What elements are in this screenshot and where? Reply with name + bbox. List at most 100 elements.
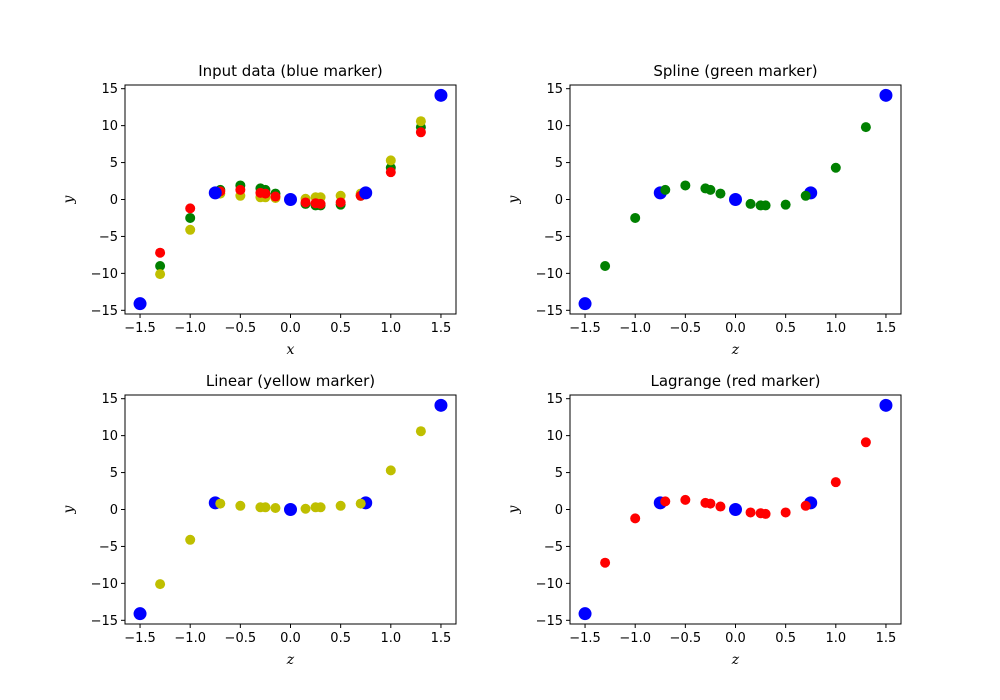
x-axis-label: z — [731, 652, 740, 668]
x-tick-label: −1.5 — [124, 321, 156, 336]
x-tick-label: 0.0 — [280, 631, 301, 646]
subplot-2: −1.5 −1.0 −0.5 0.0 0.5 1.0 1.5 −15 −10 −5 0 5 10 15 Sp… — [506, 62, 902, 358]
y-tick-label: 15 — [101, 392, 118, 407]
data-point — [260, 188, 271, 199]
x-tick-label: −0.5 — [225, 321, 257, 336]
x-tick-label: 1.5 — [431, 631, 452, 646]
y-tick-label: 0 — [110, 193, 118, 208]
data-point — [235, 184, 246, 195]
chart-title: Lagrange (red marker) — [650, 372, 820, 390]
data-point — [800, 500, 811, 511]
data-point — [879, 88, 893, 102]
x-tick-label: 1.0 — [380, 631, 401, 646]
x-tick-label: 1.0 — [825, 631, 846, 646]
x-tick-label: 1.5 — [431, 321, 452, 336]
data-point — [729, 193, 742, 206]
subplot-3: −1.5 −1.0 −0.5 0.0 0.5 1.0 1.5 −15 −10 −5 0 5 10 15 Li… — [61, 372, 457, 668]
data-point — [680, 494, 691, 505]
data-point — [385, 167, 396, 178]
data-point — [185, 212, 196, 223]
data-point — [745, 198, 756, 209]
data-point — [660, 496, 671, 507]
x-tick-label: −1.5 — [569, 321, 601, 336]
data-point — [830, 477, 841, 488]
x-axis-label: z — [731, 342, 740, 358]
y-axis-label: y — [506, 194, 522, 204]
x-tick-label: 0.0 — [725, 321, 746, 336]
x-tick-label: −1.0 — [174, 631, 206, 646]
series-1 — [133, 398, 448, 621]
data-point — [185, 224, 196, 235]
y-tick-label: −5 — [99, 540, 118, 555]
data-point — [705, 498, 716, 509]
data-point — [705, 184, 716, 195]
series-2 — [600, 122, 871, 271]
y-tick-label: 0 — [110, 503, 118, 518]
data-point — [415, 116, 426, 127]
data-point — [780, 507, 791, 518]
data-point — [315, 502, 326, 513]
data-point — [660, 184, 671, 195]
data-point — [760, 508, 771, 519]
data-point — [715, 188, 726, 199]
data-point — [300, 197, 311, 208]
y-tick-label: −10 — [536, 267, 563, 282]
data-point — [760, 200, 771, 211]
x-axis-label: z — [286, 652, 295, 668]
data-point — [729, 503, 742, 516]
data-point — [260, 502, 271, 513]
data-point — [434, 398, 448, 412]
data-point — [155, 247, 166, 258]
data-point — [185, 534, 196, 545]
data-point — [185, 203, 196, 214]
data-point — [630, 513, 641, 524]
data-point — [600, 557, 611, 568]
y-tick-label: 10 — [101, 119, 118, 134]
y-tick-label: −5 — [544, 540, 563, 555]
data-point — [155, 579, 166, 590]
y-tick-label: 5 — [110, 156, 118, 171]
y-axis-label: y — [506, 504, 522, 514]
x-tick-label: −1.0 — [619, 631, 651, 646]
series-1 — [578, 398, 893, 621]
x-tick-label: 0.5 — [775, 631, 796, 646]
data-point — [284, 503, 297, 516]
y-tick-label: 0 — [555, 503, 563, 518]
data-point — [215, 498, 226, 509]
series-1 — [578, 88, 893, 311]
y-tick-label: −10 — [91, 267, 118, 282]
data-point — [680, 180, 691, 191]
y-tick-label: 10 — [546, 429, 563, 444]
y-tick-label: −15 — [91, 304, 118, 319]
x-tick-label: 1.0 — [825, 321, 846, 336]
chart-title: Linear (yellow marker) — [206, 372, 375, 390]
data-point — [335, 197, 346, 208]
data-point — [630, 212, 641, 223]
y-tick-label: −15 — [536, 304, 563, 319]
y-tick-label: 5 — [555, 156, 563, 171]
y-tick-label: −5 — [544, 230, 563, 245]
y-tick-label: 5 — [555, 466, 563, 481]
chart-title: Input data (blue marker) — [198, 62, 383, 80]
chart-title: Spline (green marker) — [653, 62, 817, 80]
series-4 — [133, 88, 448, 311]
x-axis-label: x — [287, 342, 295, 358]
data-point — [270, 191, 281, 202]
y-tick-label: 15 — [101, 82, 118, 97]
data-point — [715, 501, 726, 512]
x-tick-label: 1.0 — [380, 321, 401, 336]
x-tick-label: −1.0 — [619, 321, 651, 336]
x-tick-label: −0.5 — [670, 321, 702, 336]
x-tick-label: −0.5 — [670, 631, 702, 646]
y-axis-label: y — [61, 504, 77, 514]
y-tick-label: 10 — [546, 119, 563, 134]
x-tick-label: 0.5 — [330, 631, 351, 646]
data-point — [315, 198, 326, 209]
data-point — [300, 503, 311, 514]
data-point — [385, 465, 396, 476]
data-point — [578, 297, 592, 311]
data-point — [879, 398, 893, 412]
data-point — [155, 269, 166, 280]
y-tick-label: 15 — [546, 82, 563, 97]
